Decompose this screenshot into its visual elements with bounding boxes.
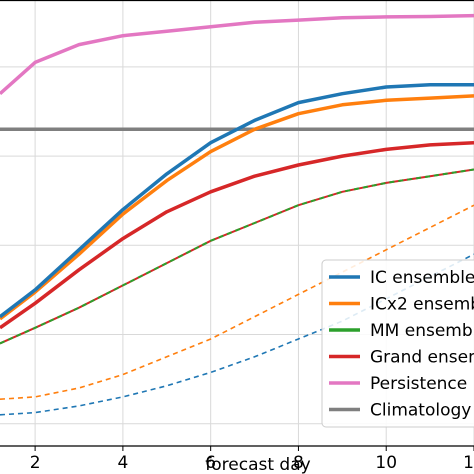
series-layer: [0, 13, 474, 416]
x-tick-label: 12: [463, 453, 474, 473]
legend-label: IC ensemble: [370, 268, 474, 288]
grid-layer: [0, 0, 474, 446]
legend-label: MM ensemble: [370, 321, 474, 341]
x-tick-label: 10: [375, 453, 397, 473]
x-tick-labels: 2 4 6 8 10 12: [30, 453, 474, 473]
legend-label: Grand ensemble: [370, 348, 474, 368]
legend-label: Persistence: [370, 374, 467, 394]
legend-label: ICx2 ensemble: [370, 295, 474, 315]
x-tick-label: 2: [30, 453, 41, 473]
legend: IC ensemble ICx2 ensemble MM ensemble Grand…: [321, 259, 474, 428]
series-grand-ensemble-line: [0, 140, 474, 330]
series-mm-ensemble-line: [0, 168, 474, 345]
series-persistence-line: [0, 13, 474, 96]
series-icx2-ensemble-dashed-line: [0, 204, 474, 400]
x-axis-label: forecast day: [205, 455, 310, 474]
x-tick-label: 8: [293, 453, 304, 473]
legend-label: Climatology: [370, 401, 471, 421]
x-tick-label: 6: [205, 453, 216, 473]
series-ic-ensemble-line: [0, 82, 474, 319]
axes-layer: [0, 0, 474, 451]
series-icx2-ensemble-line: [0, 94, 474, 321]
legend-box: [321, 259, 474, 428]
x-tick-label: 4: [117, 453, 128, 473]
